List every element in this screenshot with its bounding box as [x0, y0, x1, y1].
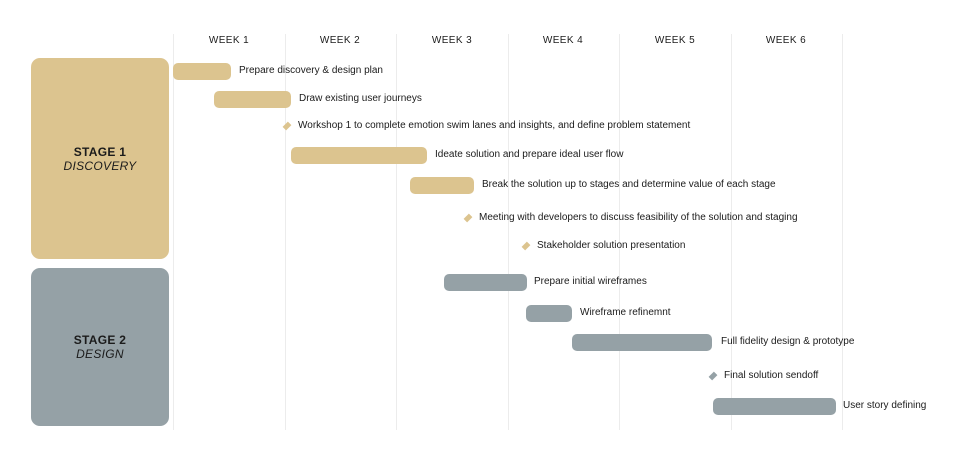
week-gridline [619, 34, 620, 430]
task-label: User story defining [843, 400, 927, 411]
task-label: Prepare discovery & design plan [239, 65, 383, 76]
task-bar [214, 91, 291, 108]
task-bar [173, 63, 231, 80]
task-label: Wireframe refinemnt [580, 307, 671, 318]
week-gridline [396, 34, 397, 430]
week-label: WEEK 5 [654, 35, 696, 46]
week-gridline [842, 34, 843, 430]
stage-2-title: STAGE 2 [73, 333, 127, 347]
task-label: Meeting with developers to discuss feasi… [479, 212, 798, 223]
week-label: WEEK 3 [431, 35, 473, 46]
milestone-diamond-icon [708, 371, 718, 381]
week-gridline [285, 34, 286, 430]
stage-2-name: DESIGN [76, 347, 124, 361]
milestone-diamond-icon [463, 213, 473, 223]
week-label: WEEK 1 [208, 35, 250, 46]
task-label: Ideate solution and prepare ideal user f… [435, 149, 624, 160]
task-label: Draw existing user journeys [299, 93, 422, 104]
week-gridline [731, 34, 732, 430]
week-label: WEEK 6 [765, 35, 807, 46]
week-gridline [173, 34, 174, 430]
task-label: Final solution sendoff [724, 370, 819, 381]
milestone-diamond-icon [521, 241, 531, 251]
task-label: Stakeholder solution presentation [537, 240, 686, 251]
week-label: WEEK 2 [319, 35, 361, 46]
week-gridline [508, 34, 509, 430]
task-bar [572, 334, 712, 351]
task-bar [713, 398, 836, 415]
stage-1-block: STAGE 1 DISCOVERY [31, 58, 169, 259]
task-label: Full fidelity design & prototype [721, 336, 855, 347]
task-bar [291, 147, 427, 164]
task-label: Break the solution up to stages and dete… [482, 179, 776, 190]
stage-1-title: STAGE 1 [73, 144, 127, 159]
task-bar [410, 177, 474, 194]
task-label: Workshop 1 to complete emotion swim lane… [298, 120, 691, 131]
milestone-diamond-icon [282, 121, 292, 131]
task-label: Prepare initial wireframes [534, 276, 647, 287]
stage-2-block: STAGE 2 DESIGN [31, 268, 169, 426]
stage-1-name: DISCOVERY [63, 158, 137, 173]
task-bar [526, 305, 572, 322]
task-bar [444, 274, 527, 291]
week-label: WEEK 4 [542, 35, 584, 46]
